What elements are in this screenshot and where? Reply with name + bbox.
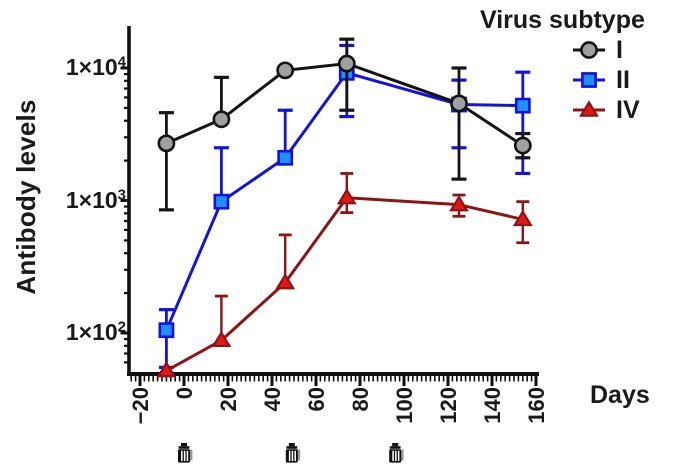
marker-IV: [512, 209, 533, 227]
marker-II: [277, 149, 294, 166]
x-tick-label: 120: [436, 387, 461, 424]
y-tick-label: 1×104: [65, 53, 126, 80]
x-tick-label: 0: [172, 387, 197, 400]
injection-vial-icon: [389, 443, 404, 463]
x-axis-label: Days: [590, 381, 650, 409]
series-line-I: [164, 62, 525, 148]
series-line-IV: [164, 196, 525, 373]
y-tick-label: 1×103: [65, 185, 126, 213]
x-tick-label: 20: [216, 387, 241, 412]
legend-symbol-II: [573, 72, 605, 88]
vial-flange: [286, 446, 298, 449]
vial-stripe: [392, 450, 394, 461]
x-tick-label: 160: [524, 387, 549, 424]
vial-stripe: [183, 450, 186, 461]
marker-IV: [579, 100, 599, 117]
marker-I: [157, 134, 176, 153]
vial-cap: [288, 443, 295, 447]
y-tick-label: 1×102: [65, 318, 126, 345]
vial-stripe: [397, 450, 400, 461]
vial-stripe: [181, 450, 183, 461]
vial-shadow: [400, 449, 404, 461]
injection-vial-icon: [178, 443, 193, 463]
vial-cap: [181, 443, 187, 447]
x-tick-label: −20: [128, 387, 153, 425]
x-tick-label: 100: [392, 387, 417, 424]
vial-stripe: [291, 450, 294, 461]
legend-label-I: I: [616, 35, 623, 64]
marker-II: [158, 322, 175, 339]
legend-item-I: I: [480, 35, 678, 65]
injection-vial-icon: [285, 443, 301, 463]
marker-IV: [336, 187, 357, 205]
vial-cap: [392, 443, 399, 447]
marker-I: [513, 136, 532, 155]
legend-label-IV: IV: [616, 95, 640, 124]
series-line-II: [164, 71, 525, 332]
x-tick-label: 80: [348, 387, 373, 412]
x-tick-label: 40: [260, 387, 285, 412]
legend-title: Virus subtype: [480, 6, 645, 34]
vial-shadow: [297, 449, 301, 461]
legend-symbol-IV: [573, 100, 605, 117]
legend-item-IV: IV: [480, 95, 678, 125]
vial-stripe: [186, 450, 189, 461]
marker-I: [276, 61, 295, 80]
series-I: [157, 37, 532, 212]
marker-I: [337, 54, 356, 73]
vial-stripe: [395, 450, 397, 461]
marker-IV: [275, 272, 296, 290]
marker-II: [514, 97, 531, 114]
series-IV: [156, 172, 533, 378]
marker-II: [213, 193, 230, 210]
legend: Virus subtype I II IV: [480, 6, 678, 125]
marker-II: [581, 72, 597, 88]
series-II: [158, 43, 531, 370]
legend-symbol-I: [573, 41, 605, 59]
legend-item-II: II: [480, 65, 678, 95]
marker-IV: [449, 194, 469, 212]
x-tick-label: 60: [304, 387, 329, 412]
vial-stripe: [294, 450, 296, 461]
vial-flange: [389, 446, 401, 449]
marker-I: [450, 94, 468, 113]
legend-label-II: II: [616, 65, 630, 94]
x-tick-label: 140: [480, 387, 505, 424]
vial-stripe: [288, 450, 291, 461]
marker-IV: [156, 360, 177, 378]
vial-shadow: [189, 449, 193, 461]
vial-flange: [178, 446, 190, 449]
marker-I: [212, 110, 231, 129]
marker-IV: [211, 330, 232, 348]
marker-I: [580, 41, 598, 59]
legend-rows: I II IV: [480, 35, 678, 125]
